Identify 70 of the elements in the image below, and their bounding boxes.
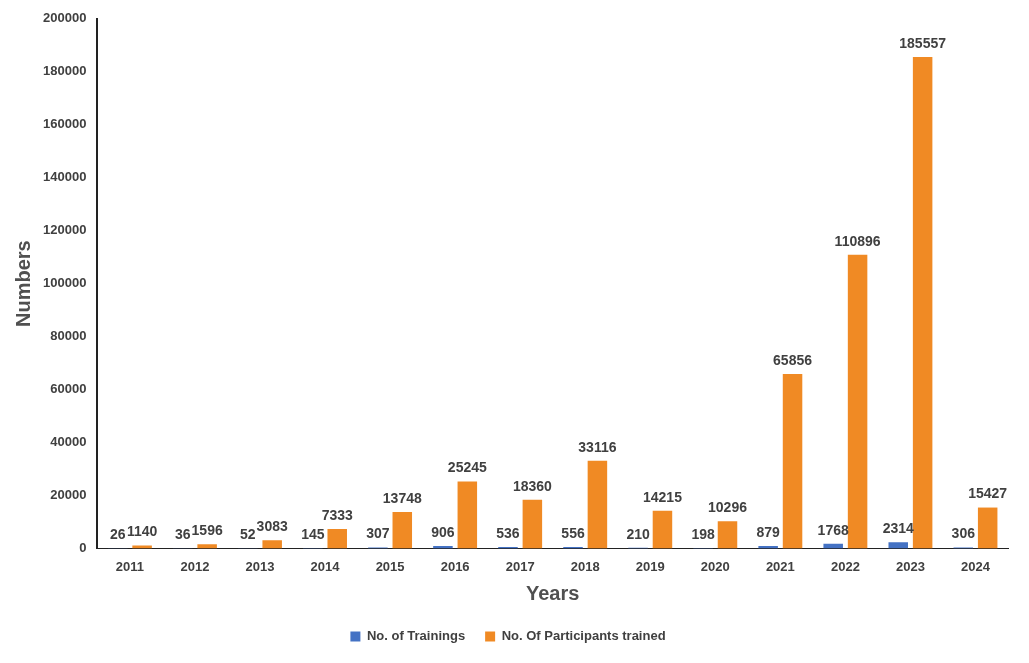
x-tick-label: 2018	[570, 558, 600, 574]
legend-label: No. of Trainings	[366, 628, 466, 644]
y-tick-label: 80000	[50, 328, 87, 344]
data-label: 198	[691, 525, 715, 542]
data-label: 33116	[578, 438, 617, 455]
bar	[262, 540, 282, 549]
x-tick-label: 2024	[961, 558, 991, 574]
y-tick-label: 20000	[50, 487, 87, 503]
data-label: 65856	[773, 351, 813, 368]
y-tick-label: 60000	[50, 381, 87, 397]
x-tick-label: 2014	[310, 558, 341, 574]
data-label: 15427	[968, 485, 1008, 502]
bar	[197, 544, 217, 549]
x-tick-label: 2023	[895, 558, 925, 574]
y-tick-label: 200000	[42, 10, 87, 26]
data-label: 25245	[447, 459, 487, 476]
bar	[132, 545, 152, 549]
bar	[587, 460, 608, 549]
data-label: 3083	[256, 518, 288, 535]
data-label: 18360	[512, 477, 553, 494]
data-label: 14215	[642, 488, 683, 505]
y-tick-label: 160000	[42, 116, 87, 132]
bar	[847, 254, 868, 549]
bar	[392, 512, 413, 549]
data-label: 52	[240, 526, 256, 543]
x-tick-label: 2016	[440, 558, 470, 574]
y-tick-label: 120000	[42, 222, 87, 238]
data-label: 110896	[834, 232, 881, 249]
legend-label: No. Of Participants trained	[501, 628, 666, 644]
bar	[522, 499, 543, 549]
data-label: 7333	[321, 506, 354, 523]
x-tick-label: 2021	[765, 558, 795, 574]
x-tick-label: 2015	[375, 558, 405, 574]
bar	[327, 528, 347, 549]
bar	[782, 374, 803, 549]
bar	[888, 542, 908, 549]
data-label: 556	[561, 524, 585, 541]
bar	[457, 481, 478, 549]
y-tick-label: 100000	[42, 275, 87, 291]
data-label: 906	[431, 523, 455, 540]
x-tick-label: 2019	[635, 558, 665, 574]
x-tick-label: 2011	[115, 558, 144, 574]
bar	[652, 510, 673, 549]
x-tick-label: 2022	[830, 558, 860, 574]
data-label: 879	[756, 523, 781, 540]
bar	[912, 57, 933, 549]
data-label: 307	[366, 525, 390, 542]
bar	[977, 507, 998, 549]
data-label: 1140	[126, 523, 158, 540]
data-label: 1596	[191, 522, 223, 539]
y-tick-label: 180000	[42, 63, 87, 79]
data-label: 306	[951, 525, 976, 542]
x-tick-label: 2013	[245, 558, 275, 574]
x-tick-label: 2017	[505, 558, 535, 574]
y-axis-title: Numbers	[11, 240, 34, 327]
y-tick-label: 0	[79, 539, 87, 555]
data-label: 10296	[708, 499, 748, 515]
x-axis-title: Years	[525, 581, 580, 604]
x-tick-label: 2012	[180, 558, 210, 574]
y-tick-label: 40000	[50, 434, 87, 450]
data-label: 185557	[899, 34, 947, 51]
data-label: 26	[109, 526, 126, 543]
data-label: 536	[496, 524, 520, 541]
x-tick-label: 2020	[700, 558, 730, 574]
data-label: 145	[301, 525, 325, 542]
y-tick-label: 140000	[42, 169, 87, 185]
data-label: 36	[174, 526, 191, 543]
data-label: 210	[626, 525, 650, 542]
data-label: 13748	[382, 489, 422, 506]
bar	[717, 521, 738, 549]
